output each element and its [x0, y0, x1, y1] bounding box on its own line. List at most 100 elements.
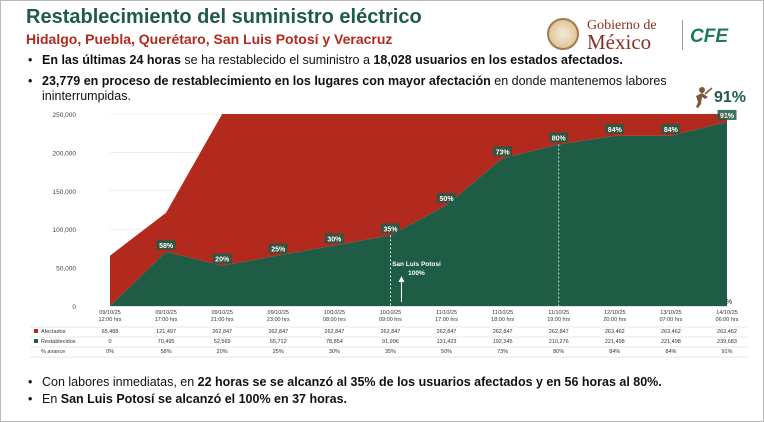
table-cell: 91,996 — [382, 339, 399, 345]
bottom-bullets: Con labores inmediatas, en 22 horas se s… — [28, 375, 748, 409]
x-tick-time: 06:00 hrs — [716, 317, 739, 323]
y-tick-label: 250,000 — [53, 112, 77, 119]
point-label-bg — [605, 123, 625, 134]
x-tick-time: 23:00 hrs — [267, 317, 290, 323]
point-label: 58% — [159, 243, 174, 250]
x-tick-date: 11/10/25 — [436, 310, 457, 316]
table-cell: 25% — [273, 349, 284, 355]
x-tick-date: 12/10/25 — [604, 310, 625, 316]
area-afectados — [110, 114, 727, 306]
x-tick-time: 12:00 hrs — [99, 317, 122, 323]
table-cell: 262,847 — [212, 329, 232, 335]
chart-marks: 58% 20% 25% 30% 35% 50% 73% 80% 84% 84% 91% San Lui… — [156, 109, 737, 306]
legend-swatch — [34, 339, 38, 343]
cfe-logo: CFE — [690, 26, 729, 47]
table-cell: 263,462 — [661, 329, 681, 335]
point-label: 20% — [215, 257, 230, 264]
x-tick-time: 09:00 hrs — [379, 317, 402, 323]
table-cell: 20% — [217, 349, 228, 355]
y-tick-label: 100,000 — [53, 227, 77, 234]
bullet-bold: En las últimas 24 horas — [42, 53, 181, 67]
bullet-item: En las últimas 24 horas se ha restableci… — [28, 53, 708, 68]
x-tick-date: 09/10/25 — [155, 310, 176, 316]
x-tick-time: 17:00 hrs — [155, 317, 178, 323]
x-tick-time: 20:00 hrs — [603, 317, 626, 323]
table-cell: 65,488 — [102, 329, 119, 335]
x-tick-date: 10/10/25 — [324, 310, 345, 316]
table-cell: 262,847 — [324, 329, 344, 335]
restoration-area-chart: 250,000 200,000 150,000 100,000 50,000 0 58% 2… — [30, 109, 747, 358]
table-cell: 65,712 — [270, 339, 287, 345]
table-cell: 84% — [665, 349, 676, 355]
bullet-item: En San Luis Potosí se alcanzó el 100% en… — [28, 392, 748, 407]
point-label-bg — [493, 146, 513, 157]
table-cell: 80% — [553, 349, 564, 355]
point-label-bg — [549, 132, 569, 143]
table-cell: 131,423 — [437, 339, 457, 345]
table-cell: 121,497 — [156, 329, 176, 335]
table-cell: 35% — [385, 349, 396, 355]
point-label-bg — [212, 253, 232, 264]
progress-badge: 91% — [714, 89, 747, 106]
gob-logo-line1: Gobierno de — [587, 18, 657, 33]
table-cell: 262,847 — [549, 329, 569, 335]
point-label-bg — [156, 239, 176, 250]
point-label-bg — [437, 193, 457, 204]
page-title: Restablecimiento del suministro eléctric… — [26, 6, 422, 28]
bullet-bold: 22 horas se se alcanzó al 35% de los usu… — [197, 375, 662, 389]
table-cell: 262,847 — [493, 329, 513, 335]
legend-label: Restablecidos — [41, 339, 76, 345]
x-tick-date: 13/10/25 — [660, 310, 681, 316]
x-tick-time: 07:00 hrs — [659, 317, 682, 323]
x-tick-time: 21:00 hrs — [211, 317, 234, 323]
bullet-bold: San Luis Potosí se alcanzó el 100% en 37… — [60, 392, 347, 406]
table-cell: 91% — [721, 349, 732, 355]
point-label-bg — [717, 109, 737, 120]
bullet-text: se ha restablecido el suministro a — [180, 53, 374, 67]
x-tick-date: 11/10/25 — [548, 310, 569, 316]
x-tick-time: 08:00 hrs — [323, 317, 346, 323]
mexico-seal-icon — [547, 18, 579, 50]
point-label: 84% — [608, 127, 623, 134]
x-tick-date: 09/10/25 — [268, 310, 289, 316]
table-cell: 30% — [329, 349, 340, 355]
table-cell: 58% — [161, 349, 172, 355]
gobierno-mexico-logo: Gobierno de México — [547, 16, 677, 56]
annotation-line1: San Luis Potosí — [392, 261, 441, 268]
x-tick-date: 09/10/25 — [211, 310, 232, 316]
table-cell: 263,462 — [717, 329, 737, 335]
y-tick-label: 0 — [72, 304, 76, 311]
point-label: 50% — [440, 196, 455, 203]
bullet-bold: 23,779 en proceso de restablecimiento en… — [42, 74, 491, 88]
point-label-bg — [661, 123, 681, 134]
x-tick-time: 18:00 hrs — [491, 317, 514, 323]
table-cell: 0 — [108, 339, 111, 345]
legend-label: Afectados — [41, 329, 66, 335]
table-cell: 50% — [441, 349, 452, 355]
table-cell: 84% — [609, 349, 620, 355]
point-label: 25% — [271, 247, 286, 254]
point-label-bg — [324, 233, 344, 244]
table-cell: 210,276 — [549, 339, 569, 345]
legend-label: % avance — [41, 349, 65, 355]
x-tick-date: 14/10/25 — [716, 310, 737, 316]
table-cell: 239,683 — [717, 339, 737, 345]
point-label-bg — [380, 223, 400, 234]
logo-divider — [682, 20, 683, 50]
page-subtitle: Hidalgo, Puebla, Querétaro, San Luis Pot… — [26, 31, 393, 47]
area-restablecidos — [110, 121, 727, 306]
bullet-item: 23,779 en proceso de restablecimiento en… — [28, 74, 708, 104]
table-cell: 263,462 — [605, 329, 625, 335]
gob-logo-line2: México — [587, 30, 652, 54]
y-tick-label: 200,000 — [53, 150, 77, 157]
x-tick-date: 10/10/25 — [380, 310, 401, 316]
point-label: 91% — [720, 113, 735, 120]
point-label-bg — [268, 243, 288, 254]
table-cell: 192,345 — [493, 339, 513, 345]
worker-icon — [696, 87, 713, 108]
top-bullets: En las últimas 24 horas se ha restableci… — [28, 53, 708, 110]
legend-swatch — [34, 329, 38, 333]
x-tick-time: 19:00 hrs — [547, 317, 570, 323]
bullet-bold: 18,028 usuarios en los estados afectados… — [373, 53, 623, 67]
